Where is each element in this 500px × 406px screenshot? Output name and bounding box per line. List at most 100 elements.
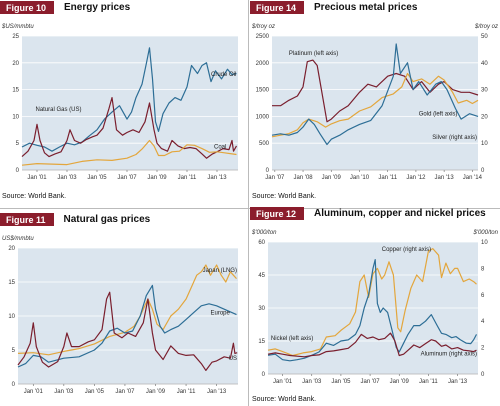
figure-header: Figure 12 Aluminum, copper and nickel pr…	[250, 206, 486, 220]
y-right-tick-label: 4	[481, 319, 485, 325]
chart-title: Energy prices	[64, 1, 131, 13]
figure-badge: Figure 12	[250, 206, 305, 220]
source-note: Source: World Bank.	[252, 193, 317, 200]
y-axis-unit-right: $'000/ton	[472, 230, 498, 236]
x-tick-label: Jan '05	[85, 389, 105, 395]
x-tick-label: Jan '09	[390, 379, 410, 385]
precious-metal-prices-chart: 0 500 1000 1500 2000 2500 0 10 20 30 40 50 Jan '07 Ja…	[251, 24, 498, 181]
x-tick-label: Jan '09	[322, 175, 342, 181]
figure-badge: Figure 14	[250, 0, 305, 14]
x-tick-label: Jan '05	[87, 175, 107, 181]
y-right-tick-label: 20	[481, 114, 488, 120]
chart-title: Natural gas prices	[63, 213, 151, 225]
y-tick-label: 20	[8, 246, 15, 252]
y-axis-unit-right: $/troy oz	[474, 24, 498, 30]
x-tick-label: Jan '03	[302, 379, 322, 385]
x-tick-label: Jan '09	[147, 175, 167, 181]
y-right-tick-label: 10	[481, 141, 488, 147]
x-tick-label: Jan '12	[406, 175, 426, 181]
source-note: Source: World Bank.	[252, 396, 317, 403]
series-line	[267, 259, 478, 362]
figure-badge: Figure 11	[0, 212, 54, 226]
y-tick-label: 0	[16, 168, 20, 174]
energy-prices-chart: 0 5 10 15 20 25 Jan '01 Jan '03 Jan '05 Jan '07 Ja…	[1, 24, 238, 181]
figure-12-panel: Figure 12 Aluminum, copper and nickel pr…	[250, 206, 500, 406]
y-tick-label: 2000	[256, 61, 270, 67]
x-tick-label: Jan '01	[27, 175, 47, 181]
y-axis-unit: $'000/ton	[251, 230, 277, 236]
y-tick-label: 1000	[256, 114, 270, 120]
series-label: Natural Gas (US)	[36, 107, 82, 113]
y-tick-label: 60	[258, 240, 265, 246]
figure-14-panel: Figure 14 Precious metal prices 0 500 1000…	[250, 0, 500, 207]
x-tick-label: Jan '11	[419, 379, 438, 385]
series-label: Europe	[211, 311, 231, 317]
series-line	[271, 72, 479, 138]
series-line	[267, 248, 477, 357]
vertical-divider	[248, 0, 249, 406]
chart-title: Aluminum, copper and nickel prices	[314, 207, 486, 219]
y-axis-unit: $US/mmbtu	[1, 24, 34, 30]
series-line	[267, 332, 477, 358]
y-right-tick-label: 8	[481, 266, 485, 272]
y-right-tick-label: 40	[481, 61, 488, 67]
chart-title: Precious metal prices	[314, 1, 418, 13]
y-tick-label: 25	[12, 34, 19, 40]
y-tick-label: 10	[12, 114, 19, 120]
series-line	[21, 139, 237, 166]
y-tick-label: 2500	[256, 34, 270, 40]
series-label: Aluminum (right axis)	[421, 352, 477, 358]
y-right-tick-label: 10	[481, 240, 488, 246]
x-tick-label: Jan '09	[146, 389, 166, 395]
x-tick-label: Jan '11	[378, 175, 397, 181]
x-tick-label: Jan '11	[177, 389, 196, 395]
x-tick-label: Jan '07	[265, 175, 285, 181]
x-tick-label: Jan '13	[207, 175, 227, 181]
x-tick-label: Jan '13	[448, 379, 468, 385]
series-line	[271, 43, 479, 146]
series-label: Coal	[214, 145, 226, 151]
y-tick-label: 500	[259, 141, 270, 147]
y-tick-label: 1500	[256, 88, 270, 94]
y-tick-label: 0	[262, 372, 266, 378]
x-tick-label: Jan '03	[54, 389, 74, 395]
y-tick-label: 15	[12, 88, 19, 94]
series-label: Crude Oil	[211, 72, 236, 78]
x-tick-label: Jan '05	[331, 379, 351, 385]
y-right-tick-label: 0	[481, 168, 485, 174]
series-label: US	[229, 356, 237, 362]
series-label: Silver (right axis)	[432, 135, 477, 141]
x-tick-label: Jan '13	[207, 389, 227, 395]
y-tick-label: 15	[8, 280, 15, 286]
y-tick-label: 30	[258, 306, 265, 312]
figure-11-panel: Figure 11 Natural gas prices 0 5 10 15 20 Jan…	[0, 212, 247, 406]
figure-header: Figure 14 Precious metal prices	[250, 0, 417, 14]
y-right-tick-label: 50	[481, 34, 488, 40]
y-right-tick-label: 6	[481, 293, 485, 299]
x-tick-label: Jan '08	[293, 175, 313, 181]
figure-header: Figure 11 Natural gas prices	[0, 212, 150, 226]
series-label: Platinum (left axis)	[289, 51, 338, 57]
series-label: Japan (LNG)	[203, 268, 237, 274]
series-label: Gold (left axis)	[419, 111, 458, 117]
figure-header: Figure 10 Energy prices	[0, 0, 130, 14]
y-tick-label: 0	[266, 168, 270, 174]
x-tick-label: Jan '07	[117, 175, 137, 181]
y-axis-unit: US$/mmbtu	[2, 236, 34, 242]
series-line	[17, 264, 237, 356]
x-tick-label: Jan '01	[273, 379, 293, 385]
source-note: Source: World Bank.	[2, 193, 67, 200]
x-tick-label: Jan '01	[24, 389, 44, 395]
figure-badge: Figure 10	[0, 0, 55, 14]
x-tick-label: Jan '10	[350, 175, 370, 181]
series-line	[272, 59, 479, 123]
series-line	[17, 291, 238, 371]
y-tick-label: 15	[258, 339, 265, 345]
x-tick-label: Jan '07	[115, 389, 135, 395]
x-tick-label: Jan '03	[57, 175, 77, 181]
y-tick-label: 20	[12, 61, 19, 67]
series-label: Nickel (left axis)	[271, 336, 313, 342]
y-tick-label: 10	[8, 314, 15, 320]
y-axis-unit: $/troy oz	[251, 24, 275, 30]
series-line	[21, 47, 237, 152]
